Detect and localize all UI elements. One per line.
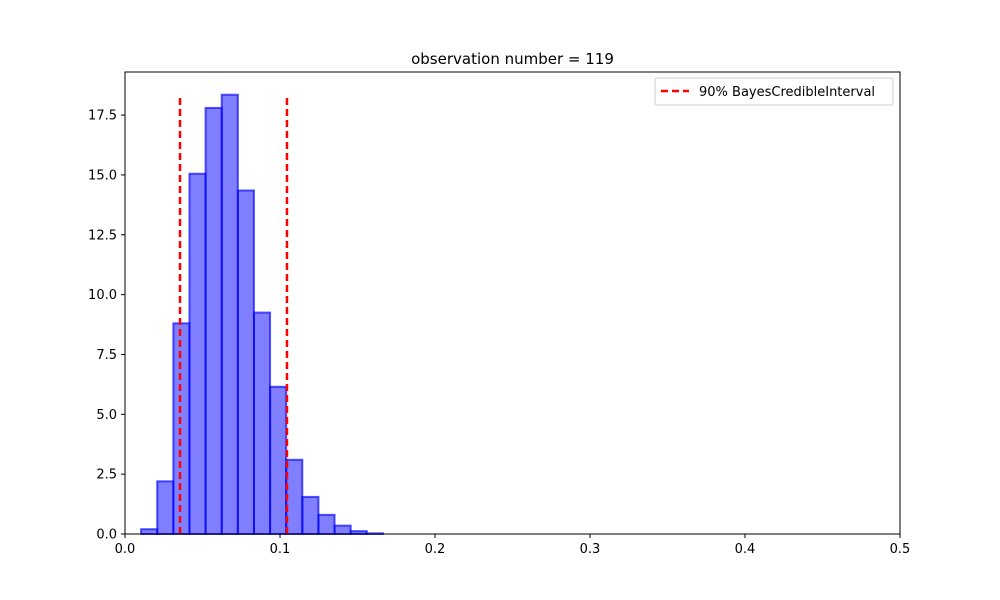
- chart-title: observation number = 119: [411, 50, 614, 68]
- plot-frame: [124, 71, 901, 535]
- histogram-bars: [140, 93, 384, 536]
- histogram-bar: [188, 172, 207, 535]
- x-tick-label: 0.0: [115, 542, 136, 557]
- histogram-bar: [204, 106, 223, 535]
- histogram-bar: [156, 480, 175, 536]
- x-axis-ticks: 0.0 0.1 0.2 0.3 0.4 0.5: [115, 534, 911, 557]
- y-tick-label: 7.5: [96, 348, 117, 363]
- histogram-bar: [236, 189, 255, 536]
- y-tick-label: 2.5: [96, 468, 117, 483]
- histogram-bar: [172, 322, 191, 535]
- y-tick-label: 5.0: [96, 408, 117, 423]
- histogram-bar: [140, 528, 159, 536]
- x-tick-label: 0.5: [890, 542, 911, 557]
- histogram-bar: [333, 524, 352, 536]
- x-tick-label: 0.1: [270, 542, 291, 557]
- x-tick-label: 0.3: [580, 542, 601, 557]
- x-tick-label: 0.4: [735, 542, 756, 557]
- legend-label: 90% BayesCredibleInterval: [699, 85, 875, 100]
- credible-interval-lines: [178, 95, 289, 534]
- y-tick-label: 12.5: [88, 228, 117, 243]
- y-tick-label: 0.0: [96, 528, 117, 543]
- y-axis-ticks: 0.0 2.5 5.0 7.5 10.0 12.5 15.0 17.5: [88, 109, 125, 543]
- histogram-bar: [285, 458, 304, 536]
- x-tick-label: 0.2: [425, 542, 446, 557]
- histogram-bar: [269, 385, 288, 535]
- y-tick-label: 17.5: [88, 109, 117, 124]
- histogram-bar: [317, 513, 336, 535]
- histogram-bar: [301, 495, 320, 535]
- legend: 90% BayesCredibleInterval: [654, 77, 894, 106]
- histogram-bar: [252, 311, 272, 535]
- y-tick-label: 10.0: [88, 288, 117, 303]
- y-tick-label: 15.0: [88, 168, 117, 183]
- legend-box: [654, 77, 894, 106]
- histogram-bar: [220, 93, 239, 535]
